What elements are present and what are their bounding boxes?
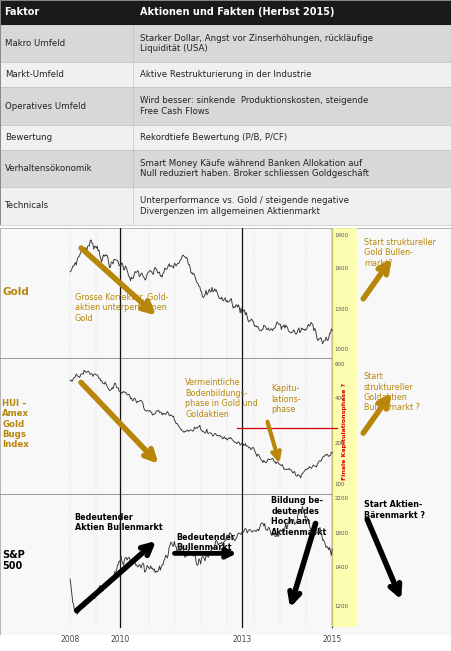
Text: Bedeutender
Aktien Bullenmarkt: Bedeutender Aktien Bullenmarkt [74, 513, 162, 532]
Text: 1200: 1200 [334, 603, 348, 609]
Text: 2015: 2015 [322, 635, 341, 644]
Text: 2013: 2013 [232, 635, 251, 644]
Text: Rekordtiefe Bewertung (P/B, P/CF): Rekordtiefe Bewertung (P/B, P/CF) [140, 133, 286, 142]
Bar [0, 150, 451, 187]
Text: Start struktureller
Gold Bullen-
markt?: Start struktureller Gold Bullen- markt? [363, 238, 435, 268]
Text: HUI –
Amex
Gold
Bugs
Index: HUI – Amex Gold Bugs Index [2, 399, 29, 449]
Text: Operatives Umfeld: Operatives Umfeld [5, 102, 86, 111]
Text: 600: 600 [334, 362, 344, 367]
Text: Gold: Gold [2, 287, 29, 297]
Text: Makro Umfeld: Makro Umfeld [5, 39, 65, 48]
Bar [0, 0, 451, 25]
Text: 2008: 2008 [60, 635, 79, 644]
Text: Kapitu-
lations-
phase: Kapitu- lations- phase [271, 385, 300, 414]
Text: Starker Dollar, Angst vor Zinserhöhungen, rückläufige
Liquidität (USA): Starker Dollar, Angst vor Zinserhöhungen… [140, 34, 373, 53]
Bar [0, 87, 451, 125]
Text: Aktionen und Fakten (Herbst 2015): Aktionen und Fakten (Herbst 2015) [140, 7, 334, 18]
Text: Faktor: Faktor [5, 7, 40, 18]
Text: Wird besser: sinkende  Produktionskosten, steigende
Free Cash Flows: Wird besser: sinkende Produktionskosten,… [140, 96, 368, 116]
Text: 2200: 2200 [334, 496, 348, 501]
Bar [0, 62, 451, 87]
Text: Smart Money Käufe während Banken Allokation auf
Null reduziert haben. Broker sch: Smart Money Käufe während Banken Allokat… [140, 159, 368, 178]
Text: Aktive Restrukturierung in der Industrie: Aktive Restrukturierung in der Industrie [140, 70, 311, 79]
Text: Finale Kapitulationsphase ?: Finale Kapitulationsphase ? [341, 383, 346, 480]
Text: S&P
500: S&P 500 [2, 549, 25, 572]
Text: 200: 200 [334, 441, 344, 446]
Bar [331, 228, 356, 626]
Text: 1900: 1900 [334, 234, 348, 238]
Text: 1400: 1400 [334, 565, 348, 570]
Text: Technicals: Technicals [5, 201, 50, 210]
Text: Bewertung: Bewertung [5, 133, 52, 142]
Text: 1300: 1300 [334, 307, 348, 312]
Text: Grosse Korrektur. Gold-
aktien unterperformen
Gold: Grosse Korrektur. Gold- aktien unterperf… [74, 293, 168, 323]
Bar [0, 125, 451, 150]
Text: 1000: 1000 [334, 348, 348, 352]
Text: 400: 400 [334, 396, 344, 401]
Bar [0, 187, 451, 225]
Text: 1800: 1800 [334, 531, 348, 536]
Text: Verhaltensökonomik: Verhaltensökonomik [5, 164, 93, 173]
Text: Start
struktureller
Goldaktien
Bullenmarkt ?: Start struktureller Goldaktien Bullenmar… [363, 372, 419, 413]
Text: 2010: 2010 [110, 635, 129, 644]
Text: Unterperformance vs. Gold / steigende negative
Divergenzen im allgemeinen Aktien: Unterperformance vs. Gold / steigende ne… [140, 196, 348, 215]
Text: Markt-Umfeld: Markt-Umfeld [5, 70, 64, 79]
Text: Vermeintliche
Bodenbildungs-
phase in Gold und
Goldaktien: Vermeintliche Bodenbildungs- phase in Go… [185, 378, 258, 419]
Text: Start Aktien-
Bärenmarkt ?: Start Aktien- Bärenmarkt ? [363, 501, 424, 520]
Text: Bildung be-
deutendes
Hoch am
Aktienmarkt: Bildung be- deutendes Hoch am Aktienmark… [271, 496, 327, 536]
Text: 1600: 1600 [334, 266, 348, 271]
Text: Bedeutender
Bullenmarkt: Bedeutender Bullenmarkt [176, 533, 235, 553]
Text: 100: 100 [334, 482, 344, 487]
Bar [0, 25, 451, 62]
